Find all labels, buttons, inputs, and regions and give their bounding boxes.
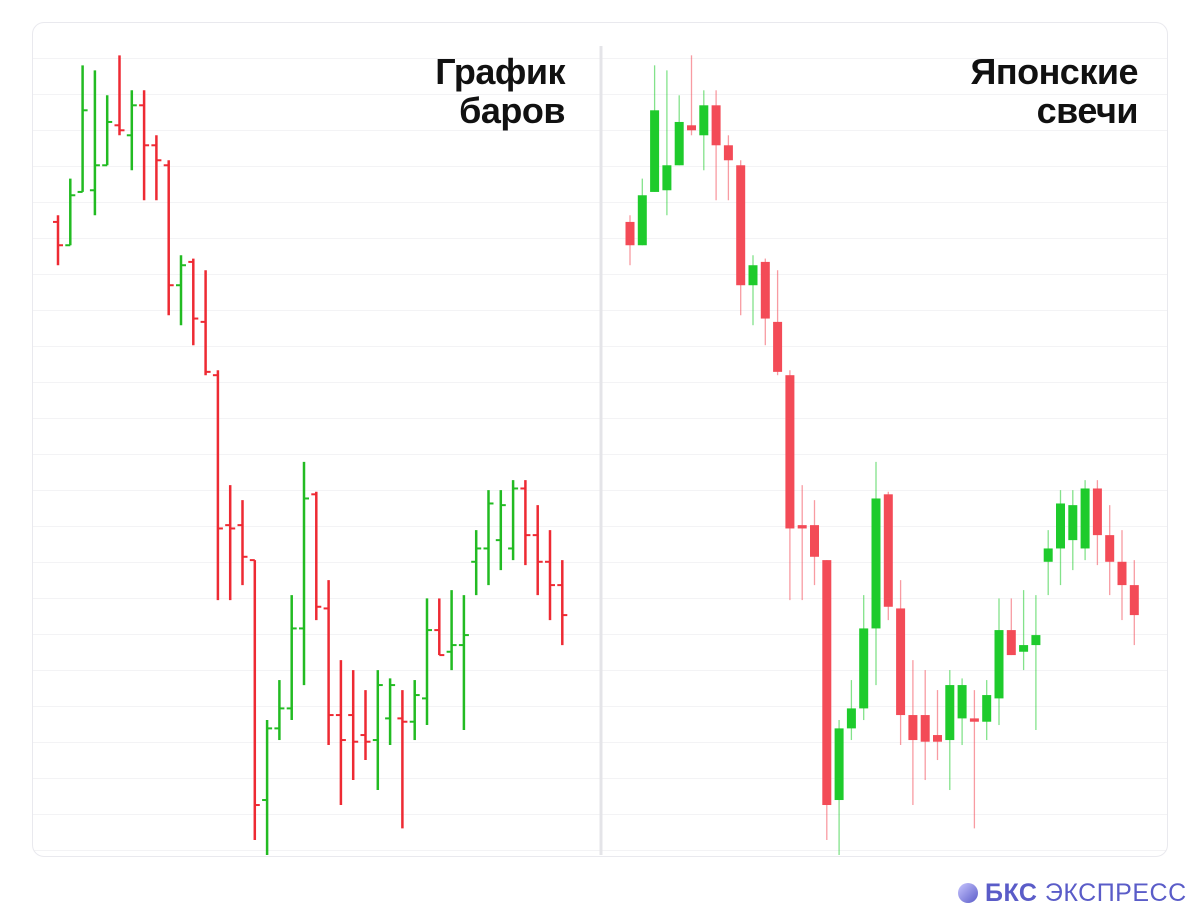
chart-title: График баров: [435, 51, 565, 131]
candle-body: [1019, 645, 1029, 652]
candle-body: [1068, 505, 1078, 541]
candle-body: [982, 695, 992, 722]
candle-body: [859, 628, 869, 709]
candle-body: [957, 685, 967, 719]
candle-body: [674, 121, 684, 166]
candle-body: [625, 221, 635, 246]
candle-body: [1031, 635, 1041, 646]
candle-body: [834, 728, 844, 801]
candle-body: [908, 715, 918, 741]
candle-body: [920, 715, 930, 742]
candle-body: [883, 494, 893, 607]
candle-body: [1117, 561, 1127, 586]
candle-body: [1056, 503, 1065, 549]
candle-body: [871, 498, 881, 629]
candle-body: [969, 718, 979, 722]
candle-body: [994, 630, 1004, 699]
candle-body: [650, 110, 660, 192]
chart-title: Японские свечи: [970, 51, 1138, 131]
candle-body: [687, 125, 696, 131]
candle-body: [1080, 488, 1090, 549]
candle-body: [822, 560, 832, 806]
candle-body: [1129, 585, 1139, 616]
brand-name: БКС: [985, 879, 1038, 907]
candle-body: [637, 195, 647, 246]
candle-body: [810, 525, 819, 557]
logo: [958, 883, 978, 903]
candle-body: [945, 685, 955, 741]
candle-body: [662, 165, 672, 191]
candle-body: [1043, 548, 1053, 562]
candle-body: [1105, 535, 1115, 562]
candle-body: [896, 608, 906, 716]
candle-body: [846, 708, 856, 729]
candle-body: [797, 525, 807, 529]
candle-body: [748, 265, 758, 286]
candle-body: [723, 145, 733, 161]
candle-body: [773, 321, 783, 372]
candle-body: [711, 105, 721, 146]
candle-body: [736, 165, 746, 286]
brand: БКС ЭКСПРЕСС: [985, 879, 1187, 908]
candle-body: [1092, 488, 1102, 536]
candle-body: [785, 375, 795, 529]
candle-body: [1006, 630, 1016, 656]
candle-body: [933, 735, 942, 742]
brand-product: ЭКСПРЕСС: [1044, 879, 1187, 907]
candle-body: [699, 105, 709, 136]
candle-body: [760, 261, 770, 319]
